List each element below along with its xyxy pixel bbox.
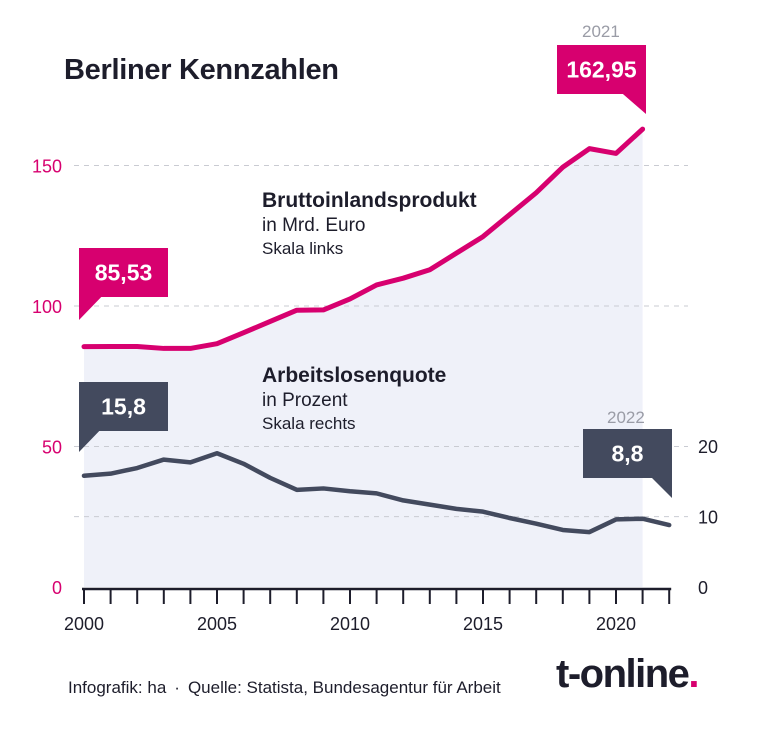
unemployment-start-callout-value: 15,8: [101, 394, 146, 420]
y-right-tick-label: 0: [698, 578, 708, 598]
unemployment-end-callout-box: [583, 429, 672, 478]
unemployment-line: [81, 450, 672, 535]
chart-title: Berliner Kennzahlen: [64, 54, 339, 86]
unemployment-start-callout-box: [79, 382, 168, 431]
source-text: Quelle: Statista, Bundesagentur für Arbe…: [187, 678, 501, 697]
unemployment-label-name: Arbeitslosenquote: [262, 364, 447, 387]
x-tick-label: 2020: [596, 614, 636, 634]
source-note: Infografik: ha · Quelle: Statista, Bundesa…: [68, 678, 501, 697]
gdp-label-scale: Skala links: [262, 239, 344, 258]
x-tick-label: 2005: [197, 614, 237, 634]
unemployment-label-scale: Skala rechts: [262, 414, 356, 433]
t-online-logo: t-online.: [556, 652, 699, 697]
y-right-tick-label: 10: [698, 508, 718, 528]
unemployment-label-unit: in Prozent: [262, 390, 348, 411]
gdp-start-callout-box: [79, 248, 168, 297]
gdp-series-label: Bruttoinlandsprodukt in Mrd. Euro Skala …: [262, 190, 477, 257]
gdp-line: [81, 126, 646, 351]
gdp-start-callout-pointer: [79, 290, 108, 320]
x-tick-label: 2015: [463, 614, 503, 634]
gdp-end-callout-value: 162,95: [566, 57, 637, 83]
unemployment-end-callout-value: 8,8: [612, 441, 644, 467]
logo-text: t-online: [556, 652, 690, 696]
y-left-tick-label: 150: [32, 157, 62, 177]
gdp-end-callout-pointer: [616, 88, 646, 114]
unemployment-end-callout-pointer: [646, 472, 672, 498]
unemployment-series-label: Arbeitslosenquote in Prozent Skala recht…: [262, 365, 446, 432]
y-left-tick-label: 50: [42, 438, 62, 458]
gdp-end-callout-box: [557, 45, 646, 94]
y-left-tick-label: 100: [32, 297, 62, 317]
y-left-tick-label: 0: [52, 578, 62, 598]
logo-dot: .: [688, 652, 699, 696]
gdp-label-unit: in Mrd. Euro: [262, 215, 366, 236]
x-tick-label: 2000: [64, 614, 104, 634]
y-right-tick-label: 20: [698, 437, 718, 457]
gdp-start-callout-value: 85,53: [95, 260, 153, 286]
unemployment-end-year-label: 2022: [607, 408, 645, 427]
gdp-area: [84, 129, 643, 587]
credit-text: Infografik: ha: [68, 678, 167, 697]
gdp-end-year-label: 2021: [582, 22, 620, 41]
gdp-label-name: Bruttoinlandsprodukt: [262, 189, 477, 212]
x-tick-label: 2010: [330, 614, 370, 634]
